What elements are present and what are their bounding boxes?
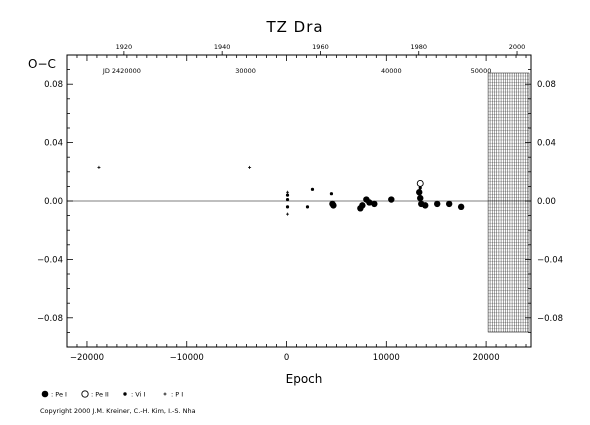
copyright-text: Copyright 2000 J.M. Kreiner, C.-H. Kim, …: [40, 407, 196, 415]
y-axis-left: 0.08 0.04 0.00 −0.04 −0.08: [37, 54, 73, 348]
y-tick-label: 0.08: [44, 80, 63, 90]
point-pe1: [417, 194, 424, 202]
y-axis-right: 0.08 0.04 0.00 −0.04 −0.08: [525, 54, 563, 348]
point-vi1: [285, 193, 290, 197]
y-tick-label: 0.00: [44, 197, 63, 207]
year-tick-label: 1980: [410, 43, 427, 51]
hatched-region-box: [487, 72, 530, 333]
x-tick-label: 0: [284, 353, 289, 363]
y-tick-label-right: 0.08: [537, 80, 556, 90]
point-pe1: [371, 200, 378, 208]
year-tick-label: 1920: [116, 43, 133, 51]
jd-tick-label: 30000: [235, 67, 256, 75]
point-pe1: [359, 202, 366, 209]
y-tick-label-right: 0.00: [537, 197, 556, 207]
x-tick-label: −20000: [70, 353, 104, 363]
legend-label: : Pe I: [51, 391, 67, 399]
point-vi1: [310, 187, 315, 191]
point-pe1: [416, 189, 423, 196]
point-pe1: [434, 200, 441, 208]
point-vi1: [285, 197, 290, 202]
legend-symbol-pe2: [81, 390, 89, 398]
jd-tick-label: 50000: [471, 67, 492, 75]
jd-axis: JD 2420000 30000 40000 50000: [102, 67, 491, 75]
y-tick-label-right: −0.04: [537, 255, 563, 265]
y-axis-label: O−C: [28, 57, 56, 71]
legend-label: : Vi I: [131, 391, 145, 399]
x-tick-label: 20000: [473, 353, 500, 363]
point-vi1: [285, 205, 290, 209]
x-axis: −20000 −10000 0 10000 20000: [66, 55, 527, 363]
y-tick-label: −0.08: [37, 314, 63, 324]
x-tick-label: −10000: [170, 353, 204, 363]
x-tick-label: 10000: [373, 353, 400, 363]
year-tick-label: 1960: [312, 43, 329, 51]
data-points: [97, 165, 465, 216]
legend-label: : P I: [171, 391, 183, 399]
year-axis: 1920 1940 1960 1980 2000: [116, 43, 526, 55]
chart-title: TZ Dra: [265, 18, 323, 36]
point-pe1: [366, 199, 373, 206]
y-tick-label-right: 0.04: [537, 139, 556, 149]
point-pe2: [416, 180, 424, 187]
y-tick-label-right: −0.08: [537, 314, 563, 324]
point-vi1: [418, 186, 422, 190]
year-tick-label: 2000: [509, 43, 526, 51]
year-tick-label: 1940: [214, 43, 231, 51]
y-tick-label: 0.04: [44, 139, 63, 149]
point-pe1: [445, 200, 453, 208]
point-pe1: [422, 202, 429, 209]
hatched-region: [487, 72, 530, 333]
jd-tick-label: 40000: [381, 67, 402, 75]
legend: : Pe I : Pe II : Vi I : P I: [41, 390, 183, 399]
point-pe1: [388, 196, 395, 203]
x-axis-label: Epoch: [286, 372, 323, 386]
legend-symbol-vi1: [123, 392, 127, 396]
point-vi1: [329, 192, 334, 196]
point-pe1: [457, 203, 465, 211]
point-vi1: [305, 205, 310, 209]
legend-label: : Pe II: [91, 391, 109, 399]
y-tick-label: −0.04: [37, 255, 63, 265]
jd-tick-label: JD 2420000: [102, 67, 141, 75]
point-pe1: [330, 202, 337, 209]
legend-symbol-pe1: [41, 390, 49, 398]
